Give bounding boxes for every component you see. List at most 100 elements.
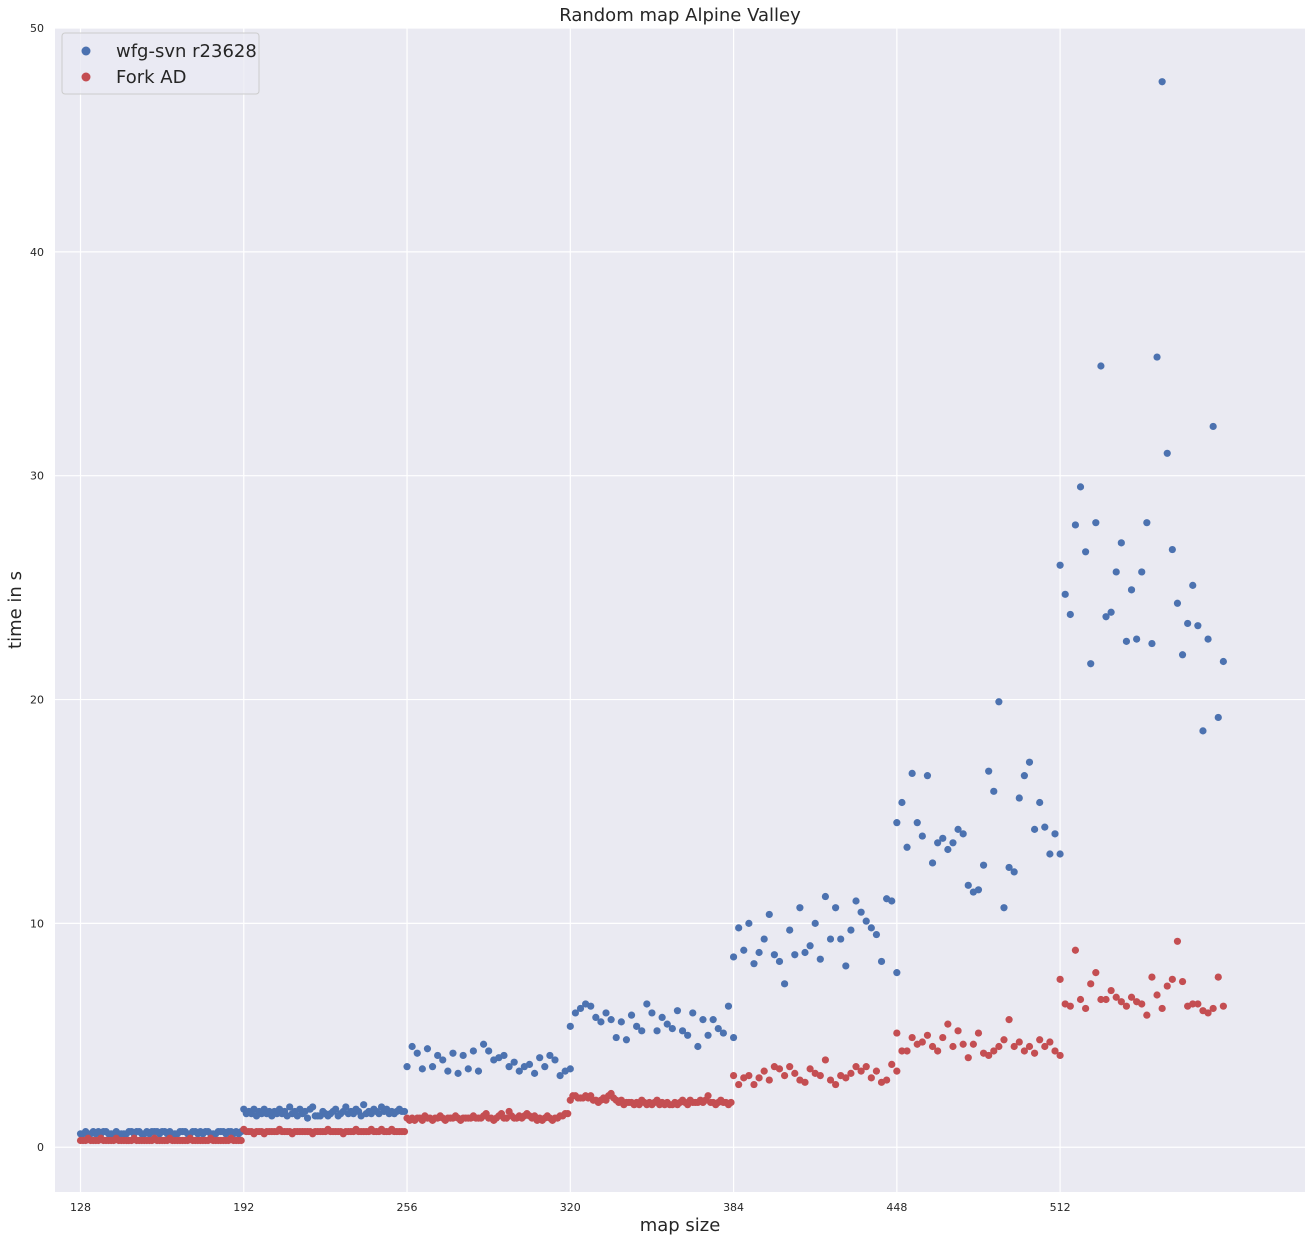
data-point — [765, 910, 773, 919]
data-point — [1214, 713, 1222, 722]
data-point — [237, 1136, 245, 1145]
data-point — [653, 1027, 661, 1035]
series-0 — [76, 78, 1227, 1138]
data-point — [1025, 758, 1034, 766]
data-point — [648, 1009, 656, 1017]
data-point — [434, 1051, 442, 1060]
data-point — [842, 962, 850, 970]
data-point — [852, 1063, 860, 1071]
data-point — [546, 1051, 554, 1060]
data-point — [1219, 657, 1227, 666]
data-point — [959, 1040, 967, 1048]
data-point — [1015, 794, 1023, 802]
data-point — [1143, 1011, 1151, 1019]
data-point — [918, 1038, 926, 1046]
data-point — [939, 1033, 947, 1042]
data-point — [408, 1042, 416, 1051]
data-point — [1163, 449, 1171, 457]
data-point — [1148, 973, 1156, 981]
x-tick-label: 448 — [886, 1201, 907, 1214]
data-point — [811, 919, 819, 927]
data-point — [903, 843, 911, 851]
data-point — [786, 926, 794, 934]
data-point — [796, 904, 804, 912]
data-point — [928, 859, 937, 867]
data-point — [1041, 1042, 1049, 1051]
data-point — [821, 1056, 830, 1064]
data-point — [821, 892, 830, 901]
legend-box — [61, 32, 260, 95]
data-point — [638, 1027, 646, 1035]
y-tick-label: 10 — [30, 917, 44, 930]
data-point — [801, 1078, 809, 1086]
data-point — [969, 1040, 977, 1048]
data-point — [923, 1031, 932, 1039]
legend-marker-fork-ad — [81, 72, 91, 82]
data-point — [724, 1002, 733, 1010]
x-tick-label: 384 — [723, 1201, 744, 1214]
data-point — [755, 948, 763, 957]
data-point — [786, 1063, 794, 1071]
data-point — [729, 1072, 738, 1080]
data-point — [780, 1072, 789, 1080]
data-point — [1189, 1000, 1197, 1008]
x-tick-label: 320 — [560, 1201, 581, 1214]
data-point — [770, 951, 778, 959]
data-point — [934, 839, 942, 847]
data-point — [1148, 639, 1156, 648]
data-point — [908, 769, 916, 778]
data-point — [1194, 1000, 1202, 1008]
data-point — [1173, 937, 1182, 945]
legend-marker-wfg-svn — [81, 46, 91, 56]
data-point — [592, 1013, 600, 1022]
data-point — [898, 1047, 906, 1055]
data-point — [444, 1067, 452, 1075]
data-point — [913, 819, 921, 827]
data-point — [360, 1101, 368, 1109]
data-point — [1051, 830, 1059, 838]
data-point — [1219, 1002, 1227, 1010]
data-point — [934, 1047, 942, 1055]
data-point — [541, 1063, 549, 1071]
data-point — [729, 953, 738, 961]
data-point — [837, 935, 845, 943]
data-point — [587, 1002, 595, 1010]
legend: wfg-svn r23628 Fork AD — [61, 32, 260, 95]
data-point — [602, 1009, 610, 1017]
data-point — [729, 1033, 738, 1042]
data-point — [1076, 483, 1085, 491]
data-point — [1087, 660, 1095, 668]
data-point — [1209, 422, 1217, 431]
data-point — [995, 1042, 1003, 1051]
data-point — [633, 1022, 641, 1030]
data-point — [944, 1020, 952, 1028]
data-point — [332, 1105, 340, 1113]
data-point — [806, 1065, 814, 1073]
data-point — [1092, 969, 1100, 977]
data-point — [735, 1080, 743, 1089]
data-point — [862, 1063, 870, 1071]
data-point — [1082, 548, 1090, 556]
plot-background — [55, 28, 1305, 1192]
data-point — [428, 1063, 437, 1071]
data-point — [564, 1110, 572, 1118]
data-point — [627, 1011, 636, 1019]
data-point — [454, 1069, 462, 1077]
data-point — [694, 1042, 702, 1051]
data-point — [750, 960, 758, 968]
data-point — [867, 1074, 875, 1082]
data-point — [1112, 568, 1120, 576]
y-tick-label: 0 — [37, 1141, 44, 1154]
data-point — [893, 1029, 901, 1037]
data-point — [474, 1067, 483, 1075]
data-point — [727, 1098, 735, 1107]
y-tick-label: 40 — [30, 246, 44, 259]
data-point — [500, 1051, 508, 1060]
data-point — [1112, 993, 1120, 1001]
data-point — [939, 834, 947, 842]
data-point — [400, 1127, 409, 1136]
data-point — [418, 1065, 426, 1073]
data-point — [826, 935, 835, 943]
data-point — [985, 1051, 993, 1060]
data-point — [719, 1029, 727, 1037]
